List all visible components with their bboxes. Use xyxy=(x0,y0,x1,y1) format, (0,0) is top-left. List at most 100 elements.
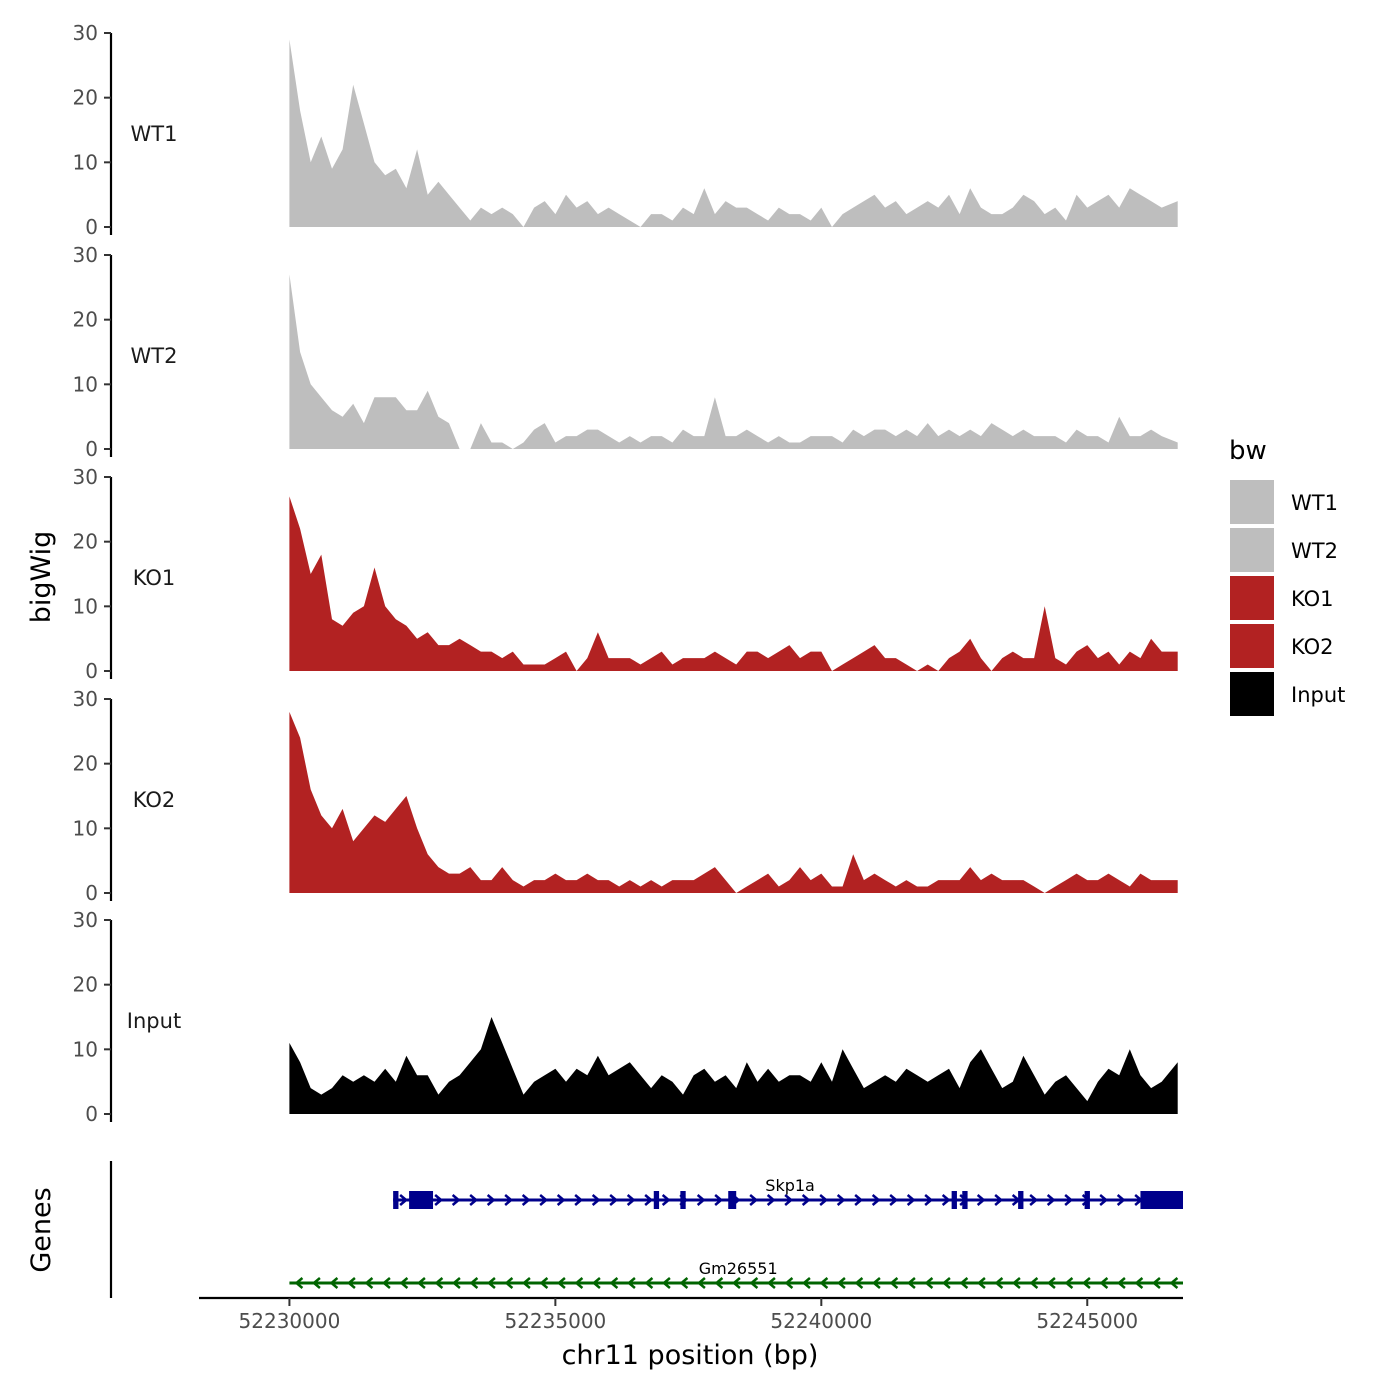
strand-arrow xyxy=(924,1277,934,1289)
y-tick-label: 20 xyxy=(73,308,98,332)
strand-arrow xyxy=(556,1277,566,1289)
strand-arrow xyxy=(504,1277,514,1289)
y-tick-label: 0 xyxy=(85,437,98,461)
strand-arrow xyxy=(959,1277,969,1289)
strand-arrow xyxy=(766,1277,776,1289)
track-label: KO1 xyxy=(133,566,176,590)
y-tick-label: 30 xyxy=(73,21,98,45)
exon-block xyxy=(680,1191,686,1209)
strand-arrow xyxy=(1081,1277,1091,1289)
strand-arrow xyxy=(311,1277,321,1289)
track-wt1: 0 10 20 30 WT1 xyxy=(73,21,1178,239)
track-label: Input xyxy=(127,1009,181,1033)
y-tick-label: 30 xyxy=(73,465,98,489)
strand-arrow xyxy=(994,1277,1004,1289)
strand-arrow xyxy=(994,1194,1004,1206)
y-tick-label: 10 xyxy=(73,372,98,396)
strand-arrow xyxy=(941,1277,951,1289)
strand-arrow xyxy=(1046,1277,1056,1289)
exon-block xyxy=(393,1191,399,1209)
strand-arrow xyxy=(591,1277,601,1289)
strand-arrow xyxy=(539,1194,549,1206)
y-tick-label: 0 xyxy=(85,1102,98,1126)
strand-arrow xyxy=(451,1277,461,1289)
track-label: WT1 xyxy=(131,122,178,146)
legend-item-wt2: WT2 xyxy=(1230,528,1338,572)
legend-swatch xyxy=(1230,528,1274,572)
strand-arrow xyxy=(1011,1277,1021,1289)
exon-block xyxy=(653,1191,660,1209)
strand-arrow xyxy=(399,1277,409,1289)
strand-arrow xyxy=(1029,1277,1039,1289)
strand-arrow xyxy=(714,1277,724,1289)
strand-arrow xyxy=(539,1277,549,1289)
strand-arrow xyxy=(609,1277,619,1289)
strand-arrow xyxy=(819,1194,829,1206)
strand-arrow xyxy=(346,1277,356,1289)
strand-arrow xyxy=(294,1277,304,1289)
strand-arrow xyxy=(801,1277,811,1289)
strand-arrow xyxy=(556,1194,566,1206)
strand-arrow xyxy=(416,1277,426,1289)
strand-arrow xyxy=(696,1194,706,1206)
y-tick-label: 10 xyxy=(73,150,98,174)
strand-arrow xyxy=(924,1194,934,1206)
strand-arrow xyxy=(626,1194,636,1206)
gene-label: Skp1a xyxy=(765,1176,815,1195)
strand-arrow xyxy=(1134,1277,1144,1289)
strand-arrow xyxy=(644,1194,654,1206)
strand-arrow xyxy=(1064,1277,1074,1289)
track-label: WT2 xyxy=(131,344,178,368)
strand-arrow xyxy=(329,1277,339,1289)
y-tick-label: 10 xyxy=(73,594,98,618)
track-ko2: 0 10 20 30 KO2 xyxy=(73,687,1178,905)
exon-block xyxy=(728,1191,737,1209)
legend-title: bw xyxy=(1229,436,1267,466)
coverage-tracks: 0 10 20 30 WT1 0 10 20 30 WT2 0 10 20 30 KO1 0 10 20 30 KO2… xyxy=(73,21,1178,1126)
strand-arrow xyxy=(1151,1277,1161,1289)
legend-item-wt1: WT1 xyxy=(1230,480,1338,524)
strand-arrow xyxy=(521,1277,531,1289)
strand-arrow xyxy=(486,1277,496,1289)
strand-arrow xyxy=(399,1194,409,1206)
exon-block xyxy=(962,1191,968,1209)
track-label: KO2 xyxy=(133,788,176,812)
legend-item-input: Input xyxy=(1230,672,1345,716)
x-tick-label: 52235000 xyxy=(504,1309,606,1333)
y-tick-label: 30 xyxy=(73,908,98,932)
strand-arrow xyxy=(1169,1277,1179,1289)
legend-label: Input xyxy=(1291,683,1345,707)
legend-label: KO1 xyxy=(1291,587,1334,611)
strand-arrow xyxy=(644,1277,654,1289)
strand-arrow xyxy=(591,1194,601,1206)
exon-block xyxy=(409,1191,434,1209)
gene-models: Skp1a Gm26551 xyxy=(289,1176,1183,1289)
legend-label: WT1 xyxy=(1291,491,1338,515)
strand-arrow xyxy=(486,1194,496,1206)
legend-item-ko2: KO2 xyxy=(1230,624,1334,668)
strand-arrow xyxy=(1099,1277,1109,1289)
coverage-area-wt2 xyxy=(289,274,1178,449)
strand-arrow xyxy=(749,1277,759,1289)
x-tick-label: 52240000 xyxy=(770,1309,872,1333)
strand-arrow xyxy=(906,1277,916,1289)
y-tick-label: 20 xyxy=(73,86,98,110)
genes-track-title: Genes xyxy=(26,1187,57,1272)
y-tick-label: 10 xyxy=(73,1037,98,1061)
exon-block xyxy=(1140,1191,1183,1209)
strand-arrow xyxy=(609,1194,619,1206)
strand-arrow xyxy=(784,1277,794,1289)
strand-arrow xyxy=(1099,1194,1109,1206)
gene-label: Gm26551 xyxy=(699,1259,778,1278)
strand-arrow xyxy=(1116,1194,1126,1206)
strand-arrow xyxy=(784,1194,794,1206)
track-ko1: 0 10 20 30 KO1 xyxy=(73,465,1178,683)
strand-arrow xyxy=(819,1277,829,1289)
strand-arrow xyxy=(889,1277,899,1289)
strand-arrow xyxy=(976,1194,986,1206)
track-wt2: 0 10 20 30 WT2 xyxy=(73,243,1178,461)
strand-arrow xyxy=(574,1194,584,1206)
gene-gm26551: Gm26551 xyxy=(289,1259,1183,1289)
legend-swatch xyxy=(1230,480,1274,524)
